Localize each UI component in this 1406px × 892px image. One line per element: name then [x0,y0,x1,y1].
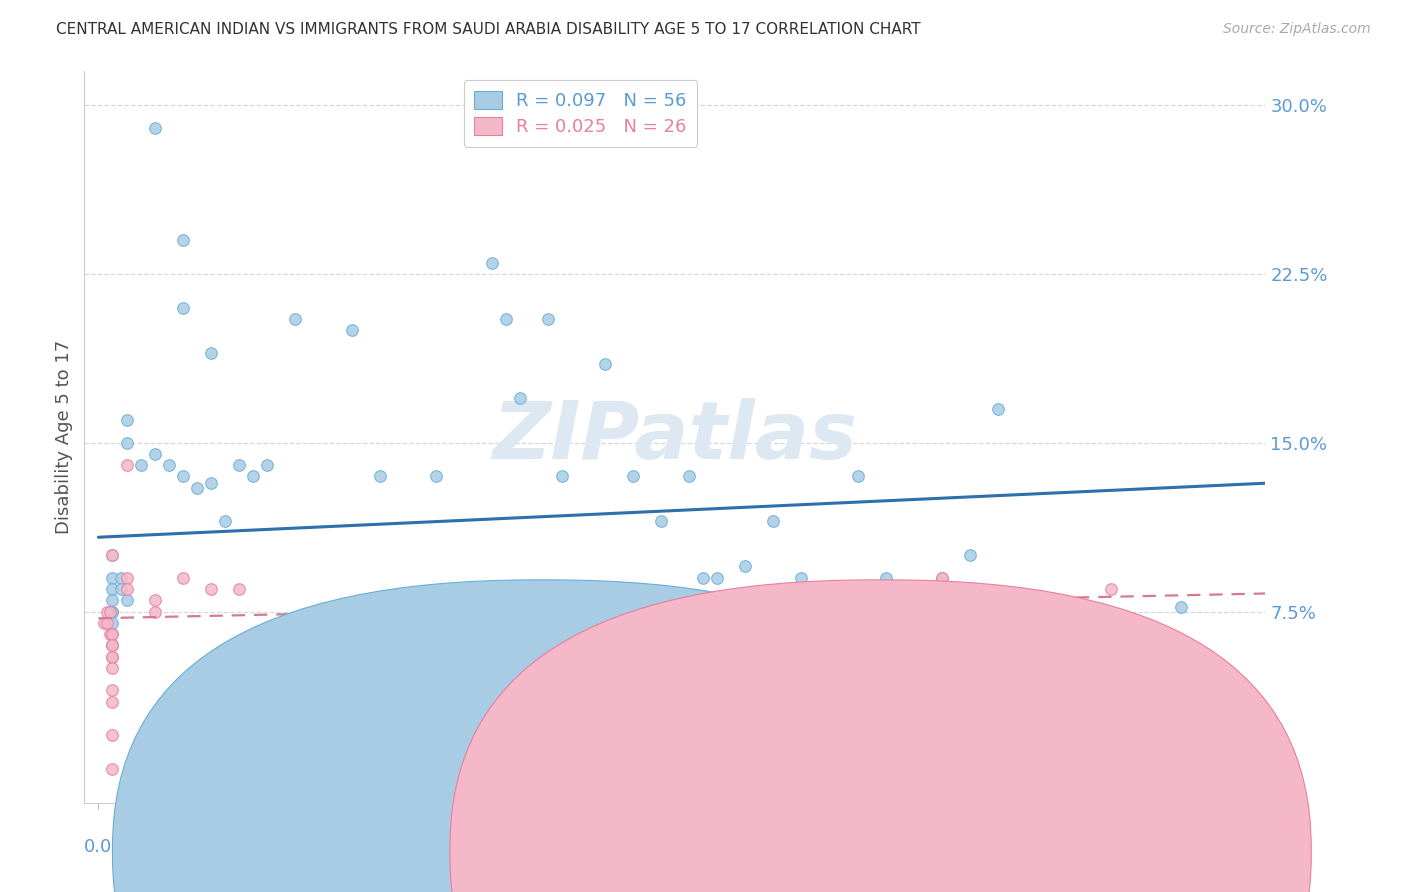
Point [200,476,222,491]
Point [101,605,124,619]
Point [172,469,194,483]
Point [818,649,841,664]
Point [101,649,124,664]
Text: Immigrants from Saudi Arabia: Immigrants from Saudi Arabia [904,852,1153,870]
Point [537,312,560,326]
Point [256,458,278,473]
Point [790,571,813,585]
Point [495,312,517,326]
Point [115,582,138,596]
Point [734,559,756,574]
Point [172,233,194,247]
Point [115,458,138,473]
Point [96,615,118,630]
Point [551,469,574,483]
Point [678,469,700,483]
Point [214,515,236,529]
Point [101,548,124,562]
Point [242,469,264,483]
Point [706,571,728,585]
Point [1170,633,1192,648]
Point [762,515,785,529]
Point [200,345,222,359]
Point [96,605,118,619]
Text: 40.0%: 40.0% [1209,838,1265,856]
Point [481,255,503,269]
Point [846,469,869,483]
Point [987,401,1010,416]
Point [172,571,194,585]
Point [340,323,363,337]
Point [143,593,166,607]
Text: Source: ZipAtlas.com: Source: ZipAtlas.com [1223,22,1371,37]
Point [101,638,124,652]
Point [1043,599,1066,614]
Text: 0.0%: 0.0% [84,838,129,856]
Point [228,582,250,596]
Text: ZIPatlas: ZIPatlas [492,398,858,476]
Point [101,638,124,652]
Y-axis label: Disability Age 5 to 17: Disability Age 5 to 17 [55,340,73,534]
Point [186,481,208,495]
Point [101,694,124,708]
Point [284,312,307,326]
Text: CENTRAL AMERICAN INDIAN VS IMMIGRANTS FROM SAUDI ARABIA DISABILITY AGE 5 TO 17 C: CENTRAL AMERICAN INDIAN VS IMMIGRANTS FR… [56,22,921,37]
Text: Central American Indians: Central American Indians [567,852,776,870]
Point [101,571,124,585]
Point [143,605,166,619]
Point [101,762,124,776]
Point [101,605,124,619]
Point [228,458,250,473]
Point [101,661,124,675]
Point [101,548,124,562]
Point [101,593,124,607]
Point [172,301,194,315]
Point [425,469,447,483]
Point [101,649,124,664]
Point [129,458,152,473]
Point [101,638,124,652]
Point [101,627,124,641]
Point [110,582,132,596]
Point [93,615,115,630]
Point [931,571,953,585]
Point [875,571,897,585]
Point [143,120,166,135]
Point [692,571,714,585]
Point [115,435,138,450]
Point [959,548,981,562]
Point [1099,582,1122,596]
Point [101,582,124,596]
Point [101,683,124,698]
Point [650,515,672,529]
Point [101,728,124,742]
Point [115,413,138,427]
Point [98,627,121,641]
Legend: R = 0.097   N = 56, R = 0.025   N = 26: R = 0.097 N = 56, R = 0.025 N = 26 [464,80,697,147]
Point [98,605,121,619]
Point [101,615,124,630]
Point [1170,599,1192,614]
Point [593,357,616,371]
Point [143,447,166,461]
Point [115,571,138,585]
Point [621,469,644,483]
Point [115,593,138,607]
Point [931,571,953,585]
Point [110,571,132,585]
Point [101,627,124,641]
Point [903,661,925,675]
Point [200,582,222,596]
Point [368,469,391,483]
Point [157,458,180,473]
Point [509,391,531,405]
